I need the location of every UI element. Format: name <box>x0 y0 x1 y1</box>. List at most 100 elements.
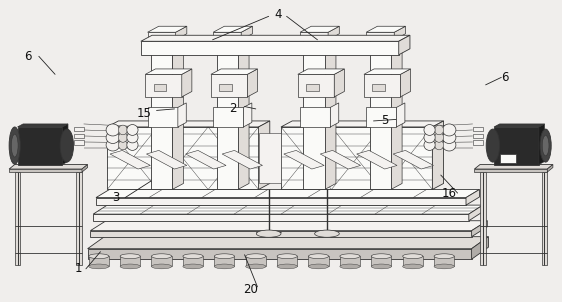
Ellipse shape <box>89 254 109 259</box>
Ellipse shape <box>434 140 443 150</box>
Polygon shape <box>107 127 259 189</box>
Ellipse shape <box>119 140 128 150</box>
Ellipse shape <box>214 254 234 259</box>
Polygon shape <box>211 74 247 97</box>
Polygon shape <box>172 34 183 189</box>
Polygon shape <box>82 165 88 172</box>
Polygon shape <box>466 189 479 205</box>
Polygon shape <box>434 256 454 266</box>
Text: 3: 3 <box>112 191 119 204</box>
Polygon shape <box>393 150 433 169</box>
Ellipse shape <box>277 264 297 269</box>
Polygon shape <box>151 40 172 189</box>
Bar <box>473 127 483 131</box>
Polygon shape <box>216 40 238 189</box>
Ellipse shape <box>119 133 128 142</box>
Ellipse shape <box>152 264 171 269</box>
Polygon shape <box>364 69 410 74</box>
Polygon shape <box>246 256 266 266</box>
Polygon shape <box>146 69 192 74</box>
Ellipse shape <box>60 129 74 162</box>
Polygon shape <box>213 32 241 40</box>
Polygon shape <box>141 35 410 41</box>
Ellipse shape <box>127 132 138 143</box>
Polygon shape <box>185 150 226 169</box>
Polygon shape <box>76 172 82 265</box>
Polygon shape <box>472 237 488 259</box>
Ellipse shape <box>256 230 281 237</box>
Polygon shape <box>366 26 405 32</box>
Polygon shape <box>247 69 257 97</box>
Polygon shape <box>259 133 281 183</box>
Polygon shape <box>88 237 488 249</box>
Polygon shape <box>298 74 334 97</box>
Ellipse shape <box>277 254 297 259</box>
Polygon shape <box>366 32 395 40</box>
Text: 2: 2 <box>230 102 237 115</box>
Polygon shape <box>148 108 178 127</box>
Ellipse shape <box>127 140 138 150</box>
Text: 15: 15 <box>136 107 151 120</box>
Polygon shape <box>396 103 405 127</box>
Polygon shape <box>141 41 398 55</box>
Ellipse shape <box>424 132 435 143</box>
Polygon shape <box>547 165 553 172</box>
Ellipse shape <box>402 264 423 269</box>
Polygon shape <box>96 198 466 205</box>
Bar <box>306 84 319 91</box>
Ellipse shape <box>309 264 329 269</box>
Ellipse shape <box>9 127 20 164</box>
Ellipse shape <box>246 264 266 269</box>
Polygon shape <box>62 124 68 165</box>
Polygon shape <box>309 256 329 266</box>
Ellipse shape <box>434 133 443 142</box>
Polygon shape <box>542 172 547 265</box>
Polygon shape <box>325 34 336 189</box>
Polygon shape <box>391 34 402 189</box>
Polygon shape <box>178 103 186 127</box>
Polygon shape <box>148 26 187 32</box>
Polygon shape <box>15 172 20 265</box>
Polygon shape <box>175 26 187 40</box>
Polygon shape <box>364 74 400 97</box>
Bar <box>219 84 232 91</box>
Ellipse shape <box>127 124 138 135</box>
Polygon shape <box>146 74 182 97</box>
Bar <box>373 84 385 91</box>
Ellipse shape <box>340 254 360 259</box>
Ellipse shape <box>309 254 329 259</box>
Ellipse shape <box>340 264 360 269</box>
Polygon shape <box>110 150 151 169</box>
Polygon shape <box>241 26 252 40</box>
Ellipse shape <box>542 135 549 156</box>
Text: 6: 6 <box>501 71 509 84</box>
Polygon shape <box>300 108 330 127</box>
Polygon shape <box>9 165 88 169</box>
Ellipse shape <box>486 129 500 162</box>
Ellipse shape <box>183 254 203 259</box>
Text: 5: 5 <box>381 114 388 127</box>
Polygon shape <box>320 150 361 169</box>
Polygon shape <box>494 127 539 165</box>
Bar <box>74 140 84 145</box>
Bar <box>154 84 166 91</box>
Polygon shape <box>328 26 339 40</box>
Polygon shape <box>88 249 472 259</box>
Polygon shape <box>243 103 252 127</box>
Polygon shape <box>96 189 479 198</box>
Ellipse shape <box>214 264 234 269</box>
Polygon shape <box>469 205 483 221</box>
Bar <box>74 127 84 131</box>
Polygon shape <box>222 150 262 169</box>
Polygon shape <box>480 172 486 265</box>
Ellipse shape <box>152 254 171 259</box>
Polygon shape <box>474 169 547 172</box>
Ellipse shape <box>106 124 120 136</box>
Ellipse shape <box>442 139 456 151</box>
Polygon shape <box>213 108 243 127</box>
Ellipse shape <box>371 254 392 259</box>
Polygon shape <box>334 69 345 97</box>
Polygon shape <box>472 221 487 237</box>
Ellipse shape <box>11 134 18 157</box>
Polygon shape <box>432 121 443 189</box>
